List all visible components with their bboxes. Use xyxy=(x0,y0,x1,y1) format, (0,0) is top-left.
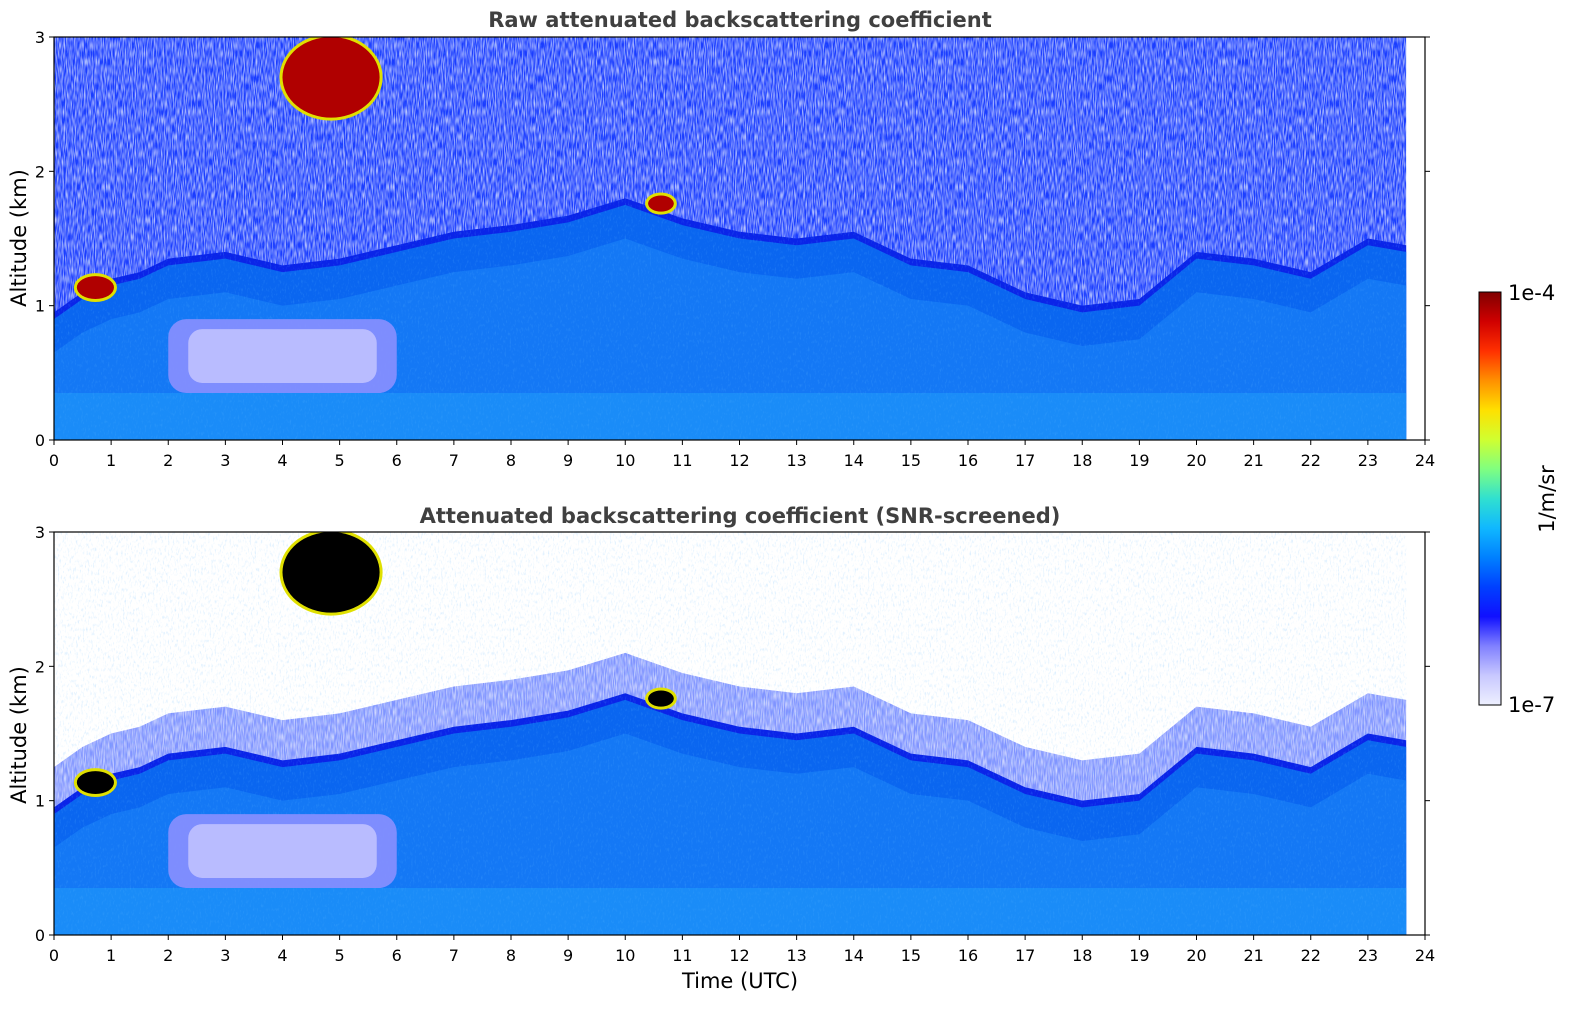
y-tick-label: 1 xyxy=(35,297,45,316)
x-tick-label: 24 xyxy=(1415,451,1435,470)
feature-high xyxy=(648,195,674,212)
x-tick-label: 20 xyxy=(1186,946,1206,965)
feature-high xyxy=(76,771,114,794)
x-tick-label: 5 xyxy=(335,946,345,965)
x-tick-label: 16 xyxy=(958,946,978,965)
x-tick-label: 10 xyxy=(615,451,635,470)
y-tick-label: 3 xyxy=(35,28,45,47)
feature-low-core xyxy=(188,824,377,878)
feature-low-core xyxy=(188,329,377,383)
panel-title: Attenuated backscattering coefficient (S… xyxy=(420,504,1061,528)
feature-high xyxy=(282,532,380,613)
x-tick-label: 21 xyxy=(1243,946,1263,965)
y-tick-label: 0 xyxy=(35,926,45,945)
x-tick-label: 22 xyxy=(1301,946,1321,965)
x-tick-label: 24 xyxy=(1415,946,1435,965)
x-tick-label: 23 xyxy=(1358,451,1378,470)
panel-title: Raw attenuated backscattering coefficien… xyxy=(488,8,992,32)
x-tick-label: 8 xyxy=(506,451,516,470)
colorbar-gradient xyxy=(1478,291,1502,706)
feature-high xyxy=(76,276,114,299)
x-tick-label: 0 xyxy=(49,946,59,965)
x-tick-label: 2 xyxy=(163,451,173,470)
y-axis-label: Altitude (km) xyxy=(7,169,31,307)
panel-screened: Attenuated backscattering coefficient (S… xyxy=(7,504,1435,993)
x-tick-label: 7 xyxy=(449,451,459,470)
heatmap-image xyxy=(54,37,1407,440)
x-tick-label: 13 xyxy=(786,946,806,965)
y-tick-label: 2 xyxy=(35,657,45,676)
x-tick-label: 7 xyxy=(449,946,459,965)
x-tick-label: 10 xyxy=(615,946,635,965)
x-tick-label: 22 xyxy=(1301,451,1321,470)
x-tick-label: 6 xyxy=(392,946,402,965)
y-tick-label: 1 xyxy=(35,792,45,811)
x-tick-label: 19 xyxy=(1129,451,1149,470)
x-tick-label: 18 xyxy=(1072,946,1092,965)
feature-high xyxy=(282,37,380,118)
x-tick-label: 23 xyxy=(1358,946,1378,965)
y-tick-label: 0 xyxy=(35,431,45,450)
x-tick-label: 2 xyxy=(163,946,173,965)
x-tick-label: 9 xyxy=(563,946,573,965)
heatmap-image xyxy=(54,532,1407,935)
colorbar-unit-label: 1/m/sr xyxy=(1535,465,1559,533)
x-tick-label: 3 xyxy=(220,946,230,965)
x-tick-label: 0 xyxy=(49,451,59,470)
x-tick-label: 1 xyxy=(106,451,116,470)
x-tick-label: 8 xyxy=(506,946,516,965)
y-axis: 0 1 2 3 xyxy=(35,523,1430,945)
x-tick-label: 13 xyxy=(786,451,806,470)
colorbar: 1e-4 1e-7 1/m/sr xyxy=(1478,281,1559,717)
x-tick-label: 16 xyxy=(958,451,978,470)
x-tick-label: 5 xyxy=(335,451,345,470)
x-tick-label: 4 xyxy=(277,451,287,470)
x-tick-label: 11 xyxy=(672,451,692,470)
y-tick-label: 3 xyxy=(35,523,45,542)
x-tick-label: 15 xyxy=(901,946,921,965)
colorbar-min-label: 1e-7 xyxy=(1508,693,1555,717)
x-tick-label: 3 xyxy=(220,451,230,470)
x-tick-label: 18 xyxy=(1072,451,1092,470)
x-tick-label: 6 xyxy=(392,451,402,470)
x-tick-label: 21 xyxy=(1243,451,1263,470)
x-tick-label: 12 xyxy=(729,451,749,470)
x-tick-label: 17 xyxy=(1015,946,1035,965)
x-axis: 0 1 2 3 4 5 6 7 8 9 10 11 12 13 14 15 16 17 18 19 20 21 22 23 24 xyxy=(49,440,1435,470)
x-tick-label: 15 xyxy=(901,451,921,470)
colorbar-max-label: 1e-4 xyxy=(1508,281,1555,305)
y-tick-label: 2 xyxy=(35,162,45,181)
x-tick-label: 19 xyxy=(1129,946,1149,965)
x-tick-label: 17 xyxy=(1015,451,1035,470)
x-axis-label: Time (UTC) xyxy=(681,969,798,993)
x-tick-label: 9 xyxy=(563,451,573,470)
x-tick-label: 14 xyxy=(844,946,864,965)
feature-high xyxy=(648,690,674,707)
x-tick-label: 11 xyxy=(672,946,692,965)
x-tick-label: 4 xyxy=(277,946,287,965)
y-axis: 0 1 2 3 xyxy=(35,28,1430,450)
y-axis-label: Altitude (km) xyxy=(7,666,31,804)
x-tick-label: 1 xyxy=(106,946,116,965)
x-tick-label: 12 xyxy=(729,946,749,965)
x-tick-label: 20 xyxy=(1186,451,1206,470)
x-tick-label: 14 xyxy=(844,451,864,470)
panel-raw: Raw attenuated backscattering coefficien… xyxy=(7,8,1435,470)
x-axis: 0 1 2 3 4 5 6 7 8 9 10 11 12 13 14 15 16 17 18 19 20 21 22 23 24 xyxy=(49,935,1435,965)
